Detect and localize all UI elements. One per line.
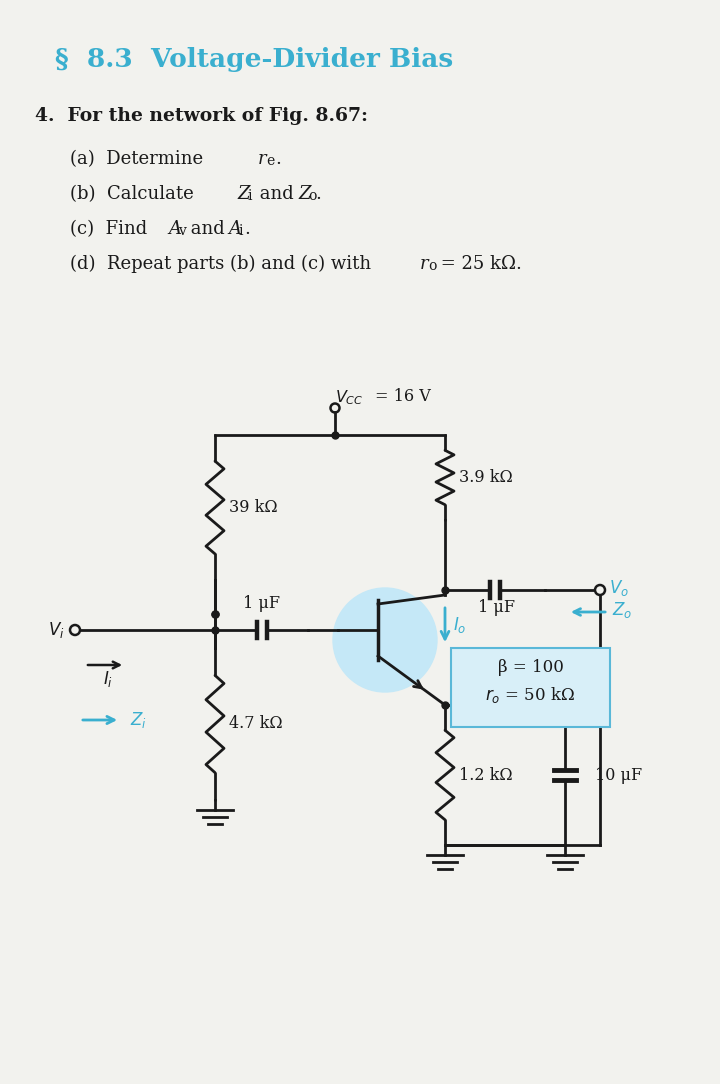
Text: 4.  For the network of Fig. 8.67:: 4. For the network of Fig. 8.67: — [35, 107, 368, 125]
FancyBboxPatch shape — [451, 648, 610, 727]
Text: Z: Z — [237, 185, 250, 203]
Text: $V_o$: $V_o$ — [609, 578, 629, 598]
Text: $Z_o$: $Z_o$ — [612, 601, 632, 620]
Text: and: and — [254, 185, 300, 203]
Text: $I_o$: $I_o$ — [453, 615, 467, 635]
Text: o: o — [428, 259, 436, 273]
Text: 1.2 kΩ: 1.2 kΩ — [459, 766, 513, 784]
Text: 4.7 kΩ: 4.7 kΩ — [229, 715, 283, 733]
Text: 10 μF: 10 μF — [595, 766, 642, 784]
Text: e: e — [266, 154, 274, 168]
Text: i: i — [247, 189, 251, 203]
Text: (c)  Find: (c) Find — [70, 220, 153, 238]
Text: o: o — [308, 189, 316, 203]
Text: A: A — [228, 220, 241, 238]
Text: (a)  Determine: (a) Determine — [70, 150, 209, 168]
Text: .: . — [275, 150, 281, 168]
Text: v: v — [178, 224, 186, 238]
Text: = 25 kΩ.: = 25 kΩ. — [435, 255, 522, 273]
Text: 1 μF: 1 μF — [479, 599, 516, 616]
Text: $V_i$: $V_i$ — [48, 620, 65, 640]
Text: $r_o$ = 50 kΩ: $r_o$ = 50 kΩ — [485, 685, 575, 705]
Text: .: . — [244, 220, 250, 238]
Text: 39 kΩ: 39 kΩ — [229, 499, 278, 516]
Text: (d)  Repeat parts (b) and (c) with: (d) Repeat parts (b) and (c) with — [70, 255, 377, 273]
Text: = 16 V: = 16 V — [375, 388, 431, 405]
Circle shape — [333, 588, 437, 692]
Text: $I_i$: $I_i$ — [103, 669, 113, 689]
Text: 3.9 kΩ: 3.9 kΩ — [459, 469, 513, 486]
Text: $Z_i$: $Z_i$ — [130, 710, 147, 730]
Text: β = 100: β = 100 — [498, 659, 564, 676]
Text: A: A — [168, 220, 181, 238]
Text: r: r — [258, 150, 266, 168]
Text: 1 μF: 1 μF — [243, 595, 280, 612]
Text: .: . — [315, 185, 321, 203]
Text: $V_{CC}$: $V_{CC}$ — [335, 388, 364, 406]
Text: and: and — [185, 220, 230, 238]
Text: r: r — [420, 255, 428, 273]
Text: Z: Z — [298, 185, 310, 203]
Text: i: i — [238, 224, 243, 238]
Text: (b)  Calculate: (b) Calculate — [70, 185, 199, 203]
Text: §  8.3  Voltage-Divider Bias: § 8.3 Voltage-Divider Bias — [55, 47, 454, 72]
